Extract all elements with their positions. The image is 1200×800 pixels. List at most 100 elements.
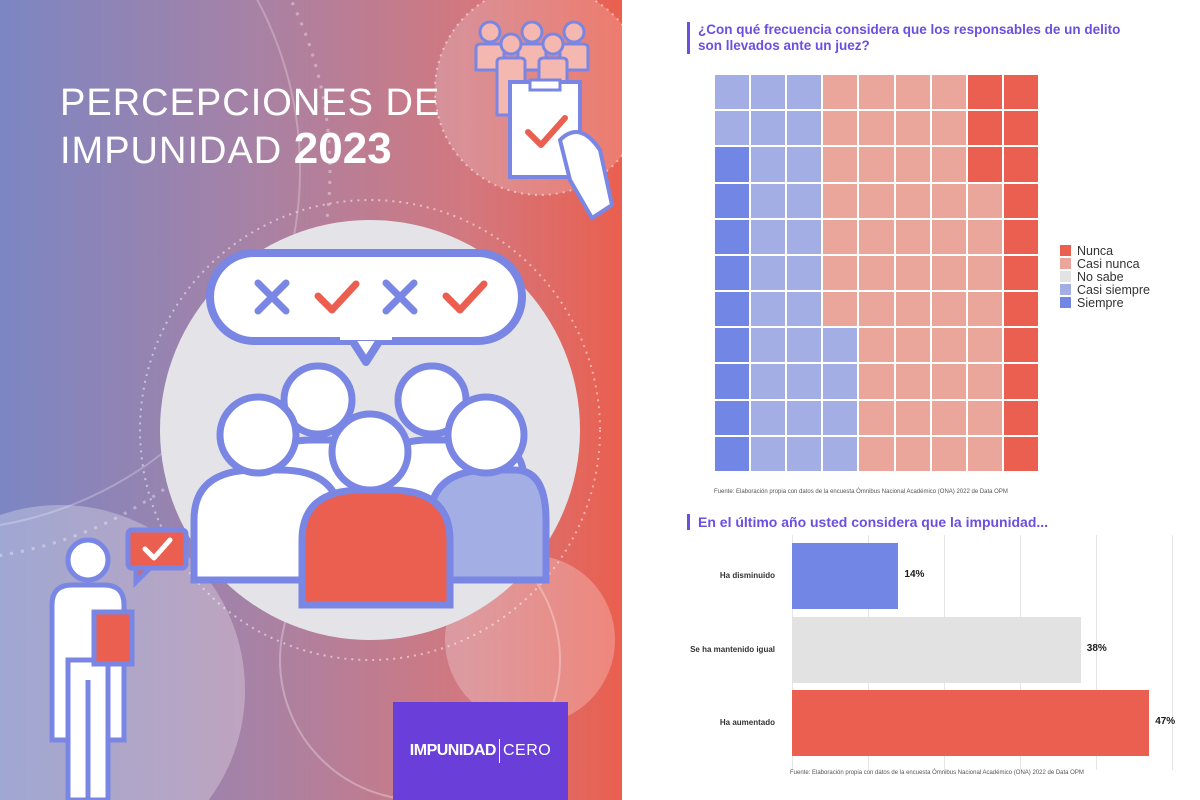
legend-swatch [1060, 245, 1071, 256]
logo-text-bold: IMPUNIDAD [409, 742, 497, 759]
bar-category-label: Se ha mantenido igual [690, 645, 775, 654]
speech-bubble-icon [206, 249, 526, 366]
legend-swatch [1060, 258, 1071, 269]
waffle-cell [859, 183, 894, 218]
waffle-cell [895, 111, 930, 146]
waffle-cell [715, 147, 750, 182]
cover-year: 2023 [293, 124, 392, 173]
waffle-cell [823, 75, 858, 110]
waffle-cell [751, 364, 786, 399]
bar [792, 690, 1150, 756]
waffle-cell [1003, 183, 1038, 218]
legend-label: Casi siempre [1077, 282, 1150, 297]
waffle-cell [1003, 436, 1038, 471]
waffle-cell [967, 400, 1002, 435]
waffle-cell [931, 436, 966, 471]
legend-swatch [1060, 271, 1071, 282]
waffle-cell [751, 436, 786, 471]
waffle-cell [895, 75, 930, 110]
bar-gridline [1172, 535, 1173, 770]
waffle-cell [859, 436, 894, 471]
legend-swatch [1060, 297, 1071, 308]
waffle-cell [931, 400, 966, 435]
waffle-cell [787, 364, 822, 399]
waffle-cell [751, 292, 786, 327]
waffle-cell [787, 400, 822, 435]
waffle-cell [823, 255, 858, 291]
waffle-cell [715, 436, 750, 471]
waffle-cell [1003, 364, 1038, 399]
waffle-cell [1003, 292, 1038, 327]
cross-icon [382, 279, 418, 315]
report-cover: PERCEPCIONES DE IMPUNIDAD 2023 IMPUNIDAD… [0, 0, 622, 800]
waffle-cell [715, 183, 750, 218]
waffle-cell [823, 147, 858, 182]
waffle-cell [751, 183, 786, 218]
waffle-cell [859, 292, 894, 327]
bar-value-label: 14% [904, 569, 925, 580]
clipboard-icon [91, 609, 135, 667]
waffle-cell [823, 183, 858, 218]
charts-panel: ¿Con qué frecuencia considera que los re… [622, 0, 1200, 800]
waffle-cell [787, 219, 822, 254]
waffle-cell [823, 219, 858, 254]
waffle-cell [751, 147, 786, 182]
waffle-cell [715, 255, 750, 291]
waffle-cell [967, 75, 1002, 110]
waffle-cell [895, 147, 930, 182]
cover-title-line2: IMPUNIDAD 2023 [60, 126, 440, 174]
deco-dotted-ring [0, 0, 332, 557]
waffle-cell [967, 364, 1002, 399]
waffle-chart-title: ¿Con qué frecuencia considera que los re… [687, 22, 1127, 54]
bar-chart-title: En el último año usted considera que la … [687, 514, 1048, 530]
waffle-cell [823, 436, 858, 471]
waffle-cell [931, 364, 966, 399]
waffle-cell [967, 436, 1002, 471]
waffle-cell [787, 183, 822, 218]
waffle-cell [967, 183, 1002, 218]
bar-value-label: 47% [1155, 716, 1176, 727]
waffle-cell [787, 292, 822, 327]
waffle-cell [787, 255, 822, 291]
waffle-cell [715, 111, 750, 146]
check-icon [442, 280, 488, 314]
waffle-cell [823, 400, 858, 435]
cover-illustration [0, 0, 615, 800]
waffle-cell [751, 75, 786, 110]
waffle-cell [1003, 75, 1038, 110]
waffle-cell [895, 436, 930, 471]
bar [792, 543, 899, 609]
waffle-cell [751, 111, 786, 146]
waffle-cell [967, 328, 1002, 363]
waffle-cell [859, 400, 894, 435]
waffle-cell [1003, 400, 1038, 435]
waffle-cell [859, 75, 894, 110]
waffle-cell [967, 147, 1002, 182]
waffle-cell [751, 219, 786, 254]
waffle-cell [787, 147, 822, 182]
bar-source-note: Fuente: Elaboración propia con datos de … [790, 770, 1084, 776]
waffle-cell [895, 183, 930, 218]
deco-dotted-ring [139, 199, 601, 661]
waffle-cell [787, 436, 822, 471]
waffle-cell [1003, 328, 1038, 363]
waffle-cell [1003, 219, 1038, 254]
waffle-cell [751, 400, 786, 435]
waffle-cell [787, 328, 822, 363]
waffle-cell [859, 147, 894, 182]
bar-category-label: Ha aumentado [719, 718, 775, 727]
waffle-cell [1003, 111, 1038, 146]
legend-label: Nunca [1077, 243, 1114, 258]
logo-separator [498, 739, 500, 763]
cover-title-word: IMPUNIDAD [60, 130, 283, 172]
waffle-cell [715, 400, 750, 435]
waffle-cell [823, 292, 858, 327]
checklist-icon [474, 20, 615, 221]
bar-value-label: 38% [1086, 643, 1107, 654]
waffle-cell [751, 328, 786, 363]
waffle-cell [823, 328, 858, 363]
legend-swatch [1060, 284, 1071, 295]
waffle-cell [895, 328, 930, 363]
waffle-source-note: Fuente: Elaboración propia con datos de … [714, 489, 1008, 495]
waffle-cell [823, 364, 858, 399]
